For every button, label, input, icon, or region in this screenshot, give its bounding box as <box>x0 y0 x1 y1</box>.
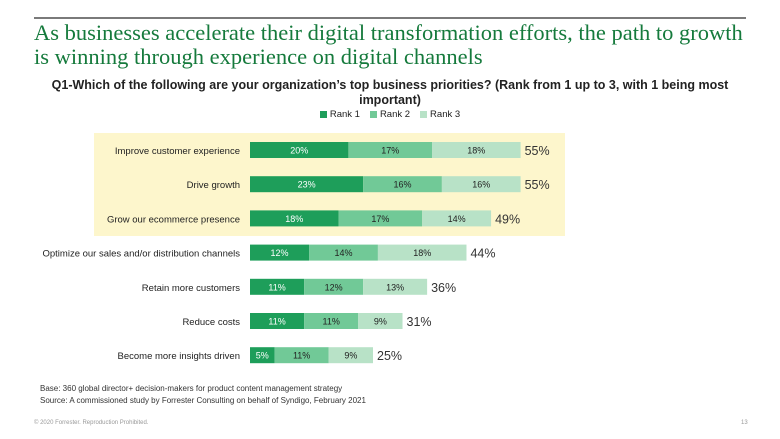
total-label-retain-more-customers: 36% <box>431 281 456 295</box>
bar-label-reduce-costs-rank1: 11% <box>268 317 285 327</box>
legend-label-rank1: Rank 1 <box>329 109 360 120</box>
bar-grow-our-ecommerce-presence-rank3 <box>422 210 492 227</box>
bar-label-reduce-costs-rank3: 9% <box>374 317 387 327</box>
bar-label-grow-our-ecommerce-presence-rank3: 14% <box>448 214 466 224</box>
bar-label-drive-growth-rank2: 16% <box>394 180 412 190</box>
bar-improve-customer-experience-rank1 <box>250 142 349 158</box>
page-number: 13 <box>741 420 748 426</box>
bar-label-grow-our-ecommerce-presence-rank1: 18% <box>285 214 303 224</box>
category-label-drive-growth: Drive growth <box>187 180 240 191</box>
total-label-improve-customer-experience: 55% <box>525 144 550 158</box>
legend-label-rank3: Rank 3 <box>430 109 461 120</box>
bar-reduce-costs-rank3 <box>358 313 403 329</box>
bar-grow-our-ecommerce-presence-rank2 <box>338 210 423 227</box>
bar-label-optimize-our-sales-and-or-distribution-channels-rank2: 14% <box>334 248 352 258</box>
category-label-become-more-insights-driven: Become more insights driven <box>118 351 241 362</box>
category-label-optimize-our-sales-and-or-distribution-channels: Optimize our sales and/or distribution c… <box>43 249 241 260</box>
total-label-optimize-our-sales-and-or-distribution-channels: 44% <box>470 247 495 261</box>
legend-item-rank2: Rank 2 <box>369 109 411 120</box>
bar-reduce-costs-rank2 <box>304 313 359 329</box>
category-label-improve-customer-experience: Improve customer experience <box>115 146 240 157</box>
category-label-reduce-costs: Reduce costs <box>182 317 240 328</box>
legend-swatch-rank3 <box>420 111 428 118</box>
bar-label-grow-our-ecommerce-presence-rank2: 17% <box>371 214 389 224</box>
bar-optimize-our-sales-and-or-distribution-channels-rank1 <box>250 244 310 261</box>
bar-label-drive-growth-rank1: 23% <box>298 180 316 190</box>
bar-label-retain-more-customers-rank3: 13% <box>386 282 404 292</box>
bar-label-improve-customer-experience-rank3: 18% <box>467 146 485 156</box>
slide-title: As businesses accelerate their digital t… <box>34 20 743 69</box>
bar-label-improve-customer-experience-rank1: 20% <box>290 146 308 156</box>
bar-label-retain-more-customers-rank2: 12% <box>325 282 343 292</box>
total-label-become-more-insights-driven: 25% <box>377 349 402 363</box>
bar-improve-customer-experience-rank2 <box>348 142 433 158</box>
bar-label-optimize-our-sales-and-or-distribution-channels-rank3: 18% <box>413 248 431 258</box>
bar-improve-customer-experience-rank3 <box>432 142 521 158</box>
category-label-grow-our-ecommerce-presence: Grow our ecommerce presence <box>107 214 240 225</box>
legend-item-rank3: Rank 3 <box>420 109 460 120</box>
bar-label-become-more-insights-driven-rank1: 5% <box>256 351 269 361</box>
chart-legend: Rank 1 Rank 2 Rank 3 <box>0 109 780 120</box>
total-label-drive-growth: 55% <box>525 178 550 192</box>
bar-retain-more-customers-rank1 <box>250 278 305 295</box>
source-note: Source: A commissioned study by Forreste… <box>40 396 366 405</box>
bar-optimize-our-sales-and-or-distribution-channels-rank2 <box>309 244 378 261</box>
bar-label-become-more-insights-driven-rank2: 11% <box>293 351 310 361</box>
copyright-footer: © 2020 Forrester. Reproduction Prohibite… <box>34 420 149 426</box>
top-rule <box>34 17 746 19</box>
legend-swatch-rank1 <box>319 111 327 118</box>
legend-item-rank1: Rank 1 <box>319 109 360 120</box>
bar-label-reduce-costs-rank2: 11% <box>323 317 340 327</box>
bar-label-become-more-insights-driven-rank3: 9% <box>344 351 357 361</box>
bar-become-more-insights-driven-rank2 <box>274 347 329 364</box>
bar-label-retain-more-customers-rank1: 11% <box>268 282 285 292</box>
bar-label-optimize-our-sales-and-or-distribution-channels-rank1: 12% <box>271 248 289 258</box>
bar-reduce-costs-rank1 <box>250 313 305 329</box>
legend-swatch-rank2 <box>369 111 377 118</box>
bar-become-more-insights-driven-rank3 <box>328 347 373 364</box>
bar-label-drive-growth-rank3: 16% <box>472 180 490 190</box>
total-label-reduce-costs: 31% <box>407 315 432 329</box>
bar-label-improve-customer-experience-rank2: 17% <box>381 146 399 156</box>
bar-retain-more-customers-rank3 <box>363 278 428 295</box>
bar-optimize-our-sales-and-or-distribution-channels-rank3 <box>377 244 467 261</box>
bar-drive-growth-rank1 <box>250 176 364 193</box>
bar-drive-growth-rank3 <box>441 176 521 193</box>
total-label-grow-our-ecommerce-presence: 49% <box>495 212 520 226</box>
legend-label-rank2: Rank 2 <box>379 109 411 120</box>
bar-retain-more-customers-rank2 <box>304 278 364 295</box>
bar-drive-growth-rank2 <box>363 176 442 193</box>
chart-question: Q1-Which of the following are your organ… <box>51 78 729 107</box>
bar-become-more-insights-driven-rank1 <box>250 347 275 364</box>
chart-notes: Base: 360 global director+ decision-make… <box>40 383 366 407</box>
category-label-retain-more-customers: Retain more customers <box>142 283 240 294</box>
bar-grow-our-ecommerce-presence-rank1 <box>250 210 339 227</box>
base-note: Base: 360 global director+ decision-make… <box>40 384 343 393</box>
